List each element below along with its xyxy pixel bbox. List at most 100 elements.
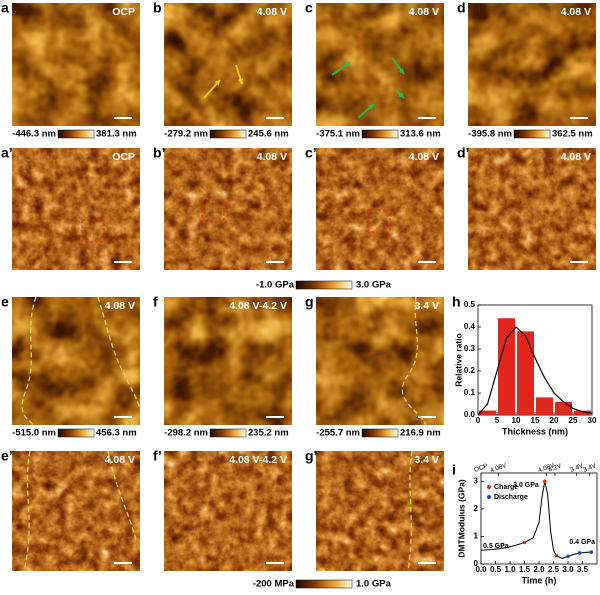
colorbar-max: 216.9 nm xyxy=(400,428,441,439)
afm-image xyxy=(164,3,292,126)
x2-tick-label: 3.4V xyxy=(582,462,598,473)
colorbar xyxy=(361,428,399,438)
x-tick-label: 1.0 xyxy=(504,565,516,574)
colorbar-min: -446.3 nm xyxy=(12,129,56,140)
colorbar-min: -298.2 nm xyxy=(164,428,208,439)
point xyxy=(522,540,527,545)
colorbar-max: 381.3 nm xyxy=(96,129,137,140)
afm-image xyxy=(316,297,444,425)
bar xyxy=(574,410,591,415)
colorbar-min: -515.0 nm xyxy=(12,428,56,439)
colorbar xyxy=(295,280,353,290)
point xyxy=(543,479,547,484)
panel-label: i xyxy=(452,462,456,478)
colorbar-min: -279.2 nm xyxy=(164,129,208,140)
colorbar-min: -395.8 nm xyxy=(468,129,512,140)
boundary xyxy=(97,296,141,411)
afm-image xyxy=(164,451,292,571)
condition-label: 4.08 V xyxy=(409,151,439,163)
bar xyxy=(536,397,553,415)
point xyxy=(566,554,570,559)
colorbar xyxy=(209,428,247,438)
condition-label: 4.08 V-4.2 V xyxy=(229,454,287,466)
colorbar xyxy=(57,129,95,139)
fit-curve xyxy=(477,326,593,416)
x-tick-label: 15 xyxy=(531,416,540,425)
colorbar-min: -1.0 GPa xyxy=(256,280,295,291)
annotation: 3.0 GPa xyxy=(513,482,539,489)
colorbar-max: 362.5 nm xyxy=(552,129,593,140)
condition-label: 4.08 V xyxy=(257,151,287,163)
point xyxy=(554,553,559,558)
panel-label: d xyxy=(457,0,466,16)
arrow-head xyxy=(214,80,220,86)
panel-label: b’ xyxy=(153,145,165,161)
annotation: 0.5 GPa xyxy=(483,543,509,550)
x-tick-label: 0.5 xyxy=(490,565,502,574)
afm-image xyxy=(316,148,444,270)
colorbar-max: 313.6 nm xyxy=(400,129,441,140)
roi-box xyxy=(367,209,391,233)
colorbar xyxy=(361,129,399,139)
arrow-head xyxy=(237,78,244,84)
x-tick-label: 1.5 xyxy=(519,565,531,574)
x2-tick-label: 3.4V xyxy=(569,462,585,473)
point xyxy=(577,551,582,555)
colorbar-max: 235.2 nm xyxy=(248,428,289,439)
x-tick-label: 5 xyxy=(495,416,500,425)
condition-label: 4.08 V xyxy=(257,6,287,18)
afm-image xyxy=(164,297,292,425)
x-tick-label: 30 xyxy=(588,416,597,425)
panel-label: c’ xyxy=(305,145,317,161)
boundary xyxy=(407,450,413,572)
roi-box xyxy=(81,219,105,243)
x-tick-label: 0 xyxy=(476,416,481,425)
arrow-head xyxy=(368,104,374,110)
arrow-head xyxy=(344,62,350,68)
afm-image xyxy=(316,3,444,126)
panel-label: b xyxy=(153,0,162,16)
afm-image xyxy=(12,148,140,270)
roi-box xyxy=(201,199,225,223)
afm-image xyxy=(12,3,140,126)
panel-label: e’ xyxy=(1,448,13,464)
boundary xyxy=(401,296,427,426)
x-tick-label: 3.5 xyxy=(577,565,589,574)
panel-label: f’ xyxy=(153,448,162,464)
afm-image xyxy=(12,451,140,571)
afm-image xyxy=(468,148,596,270)
modulus-line xyxy=(480,481,592,560)
boundary xyxy=(107,450,137,541)
colorbar xyxy=(295,579,353,589)
panel-label: g xyxy=(305,294,314,310)
legend-label: Charge xyxy=(494,484,518,491)
x-axis-label: Thickness (nm) xyxy=(502,426,568,436)
condition-label: 3.4 V xyxy=(414,454,439,466)
x2-tick-label: 4.2V xyxy=(548,462,564,473)
bar xyxy=(555,401,572,415)
legend-label: Discharge xyxy=(494,494,528,501)
y-tick-label: 0.2 xyxy=(464,366,476,375)
colorbar-max: 3.0 GPa xyxy=(356,280,392,291)
x-tick-label: 3.0 xyxy=(562,565,574,574)
arrow-head xyxy=(398,68,404,74)
y-tick-label: 0.4 xyxy=(464,322,476,331)
panel-label: c xyxy=(305,0,313,16)
panel-label: a xyxy=(1,0,9,16)
bar xyxy=(498,318,515,415)
y-tick-label: 2 xyxy=(474,504,479,513)
afm-image xyxy=(316,451,444,571)
panel-label: a’ xyxy=(1,145,13,161)
boundary xyxy=(23,450,31,572)
afm-image xyxy=(468,3,596,126)
colorbar-min: -375.1 nm xyxy=(316,129,360,140)
condition-label: 4.08 V xyxy=(105,454,135,466)
y-tick-label: 0.1 xyxy=(464,388,476,397)
y-tick-label: 1 xyxy=(474,532,479,541)
condition-label: 4.08 V xyxy=(105,300,135,312)
x-tick-label: 25 xyxy=(569,416,578,425)
condition-label: 4.08 V xyxy=(409,6,439,18)
afm-image xyxy=(12,297,140,425)
panel-label: d’ xyxy=(457,145,469,161)
